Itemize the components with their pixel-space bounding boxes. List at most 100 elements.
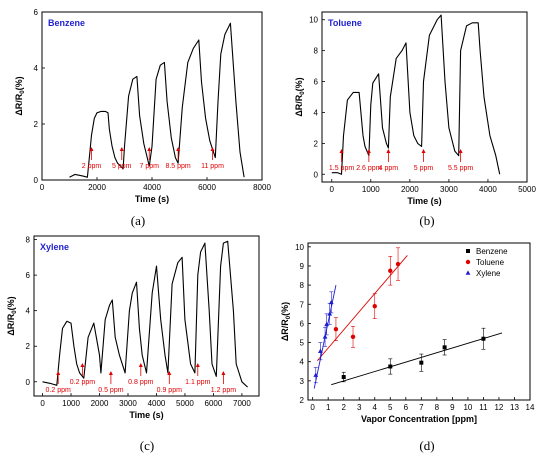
y-tick-label: 10 bbox=[309, 16, 318, 25]
fit-line bbox=[316, 255, 408, 362]
annotation-label: 0.2 ppm bbox=[70, 379, 95, 386]
annotation-arrowhead bbox=[108, 371, 113, 375]
x-tick-label: 6000 bbox=[205, 399, 223, 408]
y-tick-label: 8 bbox=[300, 281, 305, 290]
x-axis-label: Time (s) bbox=[129, 410, 163, 420]
x-tick-label: 0 bbox=[310, 403, 315, 412]
x-tick-label: 7000 bbox=[233, 399, 251, 408]
annotation-label: 0.2 ppm bbox=[46, 387, 71, 394]
x-tick-label: 1000 bbox=[62, 399, 80, 408]
x-tick-label: 2000 bbox=[401, 185, 419, 194]
annotation-label: 0.8 ppm bbox=[128, 379, 153, 386]
data-point bbox=[395, 261, 401, 267]
annotation-label: 11 ppm bbox=[201, 163, 224, 170]
y-tick-label: 3 bbox=[300, 377, 305, 386]
annotation-label: 8.5 ppm bbox=[165, 163, 190, 170]
x-tick-label: 3000 bbox=[119, 399, 137, 408]
x-tick-label: 5000 bbox=[518, 185, 536, 194]
x-tick-label: 0 bbox=[330, 185, 335, 194]
x-tick-label: 2 bbox=[341, 403, 346, 412]
data-point bbox=[372, 303, 377, 309]
data-point bbox=[324, 321, 330, 327]
annotation-arrowhead bbox=[138, 363, 143, 367]
plot-frame bbox=[33, 235, 260, 397]
annotation-arrowhead bbox=[119, 147, 124, 151]
plot-frame bbox=[321, 11, 528, 183]
annotation-arrowhead bbox=[458, 149, 463, 153]
plot-frame bbox=[41, 11, 263, 181]
x-tick-label: 14 bbox=[526, 403, 535, 412]
x-tick-label: 3 bbox=[357, 403, 362, 412]
annotation-label: 1.5 ppm bbox=[329, 165, 354, 172]
x-tick-label: 10 bbox=[463, 403, 472, 412]
y-tick-label: 4 bbox=[314, 108, 319, 117]
data-point bbox=[333, 326, 339, 332]
y-tick-label: 6 bbox=[26, 271, 31, 280]
data-point bbox=[350, 334, 356, 340]
x-axis-label: Vapor Concentration [ppm] bbox=[361, 414, 477, 424]
y-tick-label: 4 bbox=[26, 307, 31, 316]
x-tick-label: 4 bbox=[373, 403, 378, 412]
annotation-label: 4 ppm bbox=[379, 165, 399, 172]
y-tick-label: 2 bbox=[300, 396, 305, 405]
y-tick-label: 6 bbox=[314, 78, 319, 87]
y-tick-label: 0 bbox=[26, 378, 31, 387]
x-tick-label: 4000 bbox=[143, 183, 161, 192]
x-tick-label: 4000 bbox=[148, 399, 166, 408]
annotation-arrowhead bbox=[195, 363, 200, 367]
x-tick-label: 5000 bbox=[176, 399, 194, 408]
annotation-arrowhead bbox=[386, 149, 391, 153]
y-tick-label: 7 bbox=[300, 300, 305, 309]
annotation-label: 5.5 ppm bbox=[448, 165, 473, 172]
y-tick-label: 4 bbox=[300, 358, 305, 367]
annotation-arrowhead bbox=[80, 363, 85, 367]
x-tick-label: 9 bbox=[450, 403, 455, 412]
y-tick-label: 0 bbox=[34, 176, 39, 185]
data-point bbox=[388, 268, 393, 273]
y-tick-label: 0 bbox=[314, 170, 319, 179]
annotation-label: 5 ppm bbox=[414, 165, 434, 172]
x-tick-label: 6000 bbox=[198, 183, 216, 192]
plot-frame bbox=[307, 242, 531, 401]
annotation-arrowhead bbox=[147, 147, 152, 151]
data-point bbox=[327, 311, 333, 316]
panel-letter: (c) bbox=[140, 438, 154, 453]
annotation-arrowhead bbox=[366, 149, 371, 153]
x-tick-label: 8000 bbox=[253, 183, 271, 192]
y-tick-label: 6 bbox=[34, 8, 39, 17]
data-point bbox=[341, 375, 346, 380]
x-tick-label: 12 bbox=[494, 403, 503, 412]
data-point bbox=[322, 334, 328, 339]
annotation-arrowhead bbox=[89, 147, 94, 151]
y-tick-label: 2 bbox=[34, 120, 39, 129]
annotation-arrowhead bbox=[210, 147, 215, 151]
data-point bbox=[442, 345, 447, 350]
chart-title: Benzene bbox=[48, 18, 85, 28]
annotation-label: 5 ppm bbox=[112, 163, 132, 170]
panel-letter: (d) bbox=[419, 438, 434, 453]
x-tick-label: 3000 bbox=[440, 185, 458, 194]
data-point bbox=[419, 360, 424, 365]
x-tick-label: 13 bbox=[510, 403, 519, 412]
y-tick-label: 2 bbox=[314, 139, 319, 148]
x-tick-label: 2000 bbox=[91, 399, 109, 408]
x-axis-label: Time (s) bbox=[135, 194, 169, 204]
y-axis-label: ΔR/R0(%) bbox=[294, 77, 306, 116]
x-tick-label: 0 bbox=[40, 399, 45, 408]
annotation-arrowhead bbox=[421, 149, 426, 153]
legend-entry: Benzene bbox=[476, 247, 508, 256]
legend-marker bbox=[465, 259, 471, 265]
data-point bbox=[481, 336, 486, 341]
annotation-arrowhead bbox=[221, 371, 226, 375]
data-point bbox=[313, 372, 319, 377]
x-axis-label: Time (s) bbox=[407, 196, 441, 206]
x-tick-label: 2000 bbox=[88, 183, 106, 192]
x-tick-label: 4000 bbox=[479, 185, 497, 194]
y-tick-label: 8 bbox=[314, 47, 319, 56]
chart-title: Toluene bbox=[328, 18, 362, 28]
y-axis-label: ΔR/R0(%) bbox=[6, 296, 18, 335]
y-axis-label: ΔR/R0(%) bbox=[280, 302, 292, 341]
chart-panel-b: 0 1000 2000 3000 4000 5000 0 2 4 6 8 10 Time (s) ΔR/R… bbox=[294, 11, 536, 228]
